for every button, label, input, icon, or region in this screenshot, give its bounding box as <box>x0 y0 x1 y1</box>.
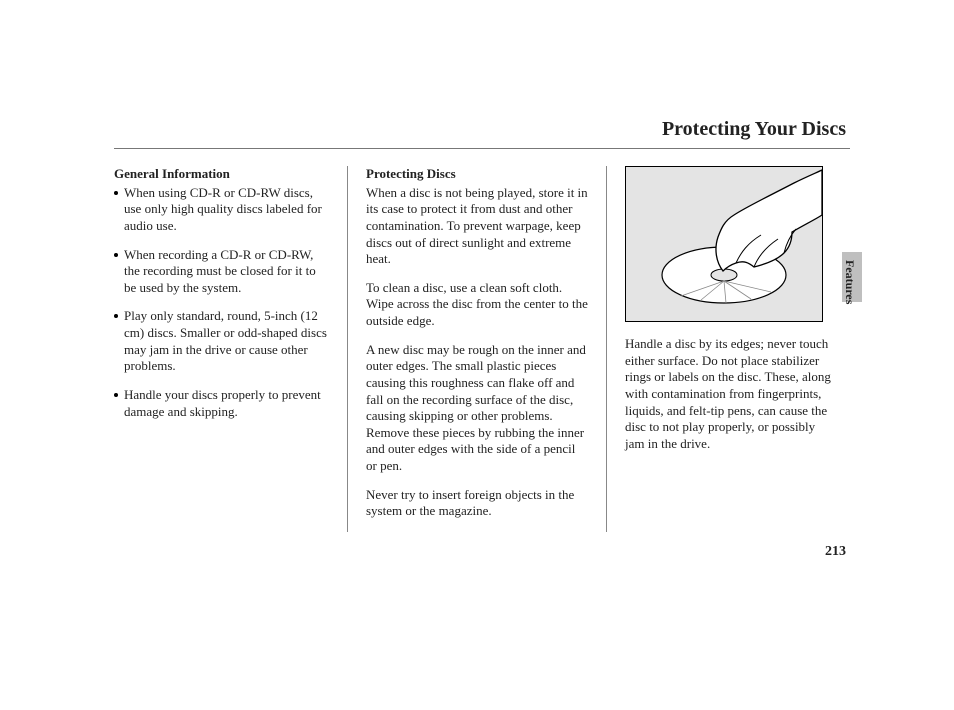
page-number: 213 <box>825 544 846 560</box>
paragraph: To clean a disc, use a clean soft cloth.… <box>366 280 588 330</box>
column-illustration: Handle a disc by its edges; never touch … <box>607 166 835 532</box>
paragraph: When a disc is not being played, store i… <box>366 185 588 267</box>
illustration-caption: Handle a disc by its edges; never touch … <box>625 336 835 452</box>
content-columns: General Information When using CD-R or C… <box>114 166 850 532</box>
disc-handling-illustration <box>625 166 823 322</box>
list-item: Play only standard, round, 5-inch (12 cm… <box>114 308 329 375</box>
heading-protecting-discs: Protecting Discs <box>366 166 588 183</box>
manual-page: { "title": "Protecting Your Discs", "col… <box>0 0 954 710</box>
bullet-list: When using CD-R or CD-RW discs, use only… <box>114 185 329 421</box>
section-tab-label: Features <box>842 260 857 304</box>
column-protecting-discs: Protecting Discs When a disc is not bein… <box>348 166 607 532</box>
list-item: When recording a CD-R or CD-RW, the reco… <box>114 247 329 297</box>
hand-disc-icon <box>626 167 822 321</box>
page-title: Protecting Your Discs <box>662 118 846 141</box>
list-item: Handle your discs properly to prevent da… <box>114 387 329 420</box>
column-general-info: General Information When using CD-R or C… <box>114 166 348 532</box>
title-rule <box>114 148 850 149</box>
paragraph: Never try to insert foreign objects in t… <box>366 487 588 520</box>
paragraph: A new disc may be rough on the inner and… <box>366 342 588 475</box>
heading-general-info: General Information <box>114 166 329 183</box>
list-item: When using CD-R or CD-RW discs, use only… <box>114 185 329 235</box>
